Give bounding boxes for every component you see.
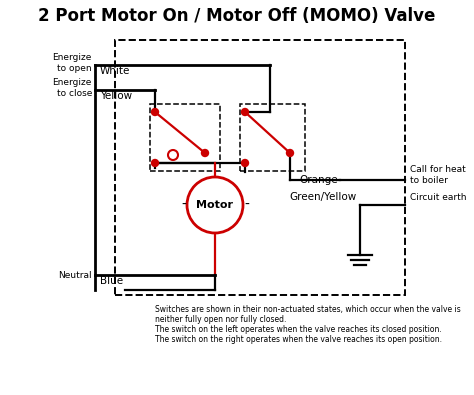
Text: -: - (244, 198, 249, 212)
Text: Motor: Motor (197, 200, 234, 210)
Text: Call for heat
to boiler: Call for heat to boiler (410, 165, 466, 185)
Circle shape (152, 109, 158, 115)
Text: neither fully open nor fully closed.: neither fully open nor fully closed. (155, 315, 286, 324)
Circle shape (201, 149, 209, 156)
Circle shape (286, 149, 293, 156)
Text: -: - (181, 198, 186, 212)
Text: Switches are shown in their non-actuated states, which occur when the valve is: Switches are shown in their non-actuated… (155, 305, 461, 314)
Circle shape (152, 160, 158, 167)
Text: White: White (100, 66, 130, 76)
Text: Circuit earth: Circuit earth (410, 193, 466, 202)
Text: Neutral: Neutral (58, 271, 92, 280)
Bar (240, 104, 305, 171)
Circle shape (187, 177, 243, 233)
Circle shape (241, 109, 248, 115)
Bar (115, 40, 405, 295)
Text: Yellow: Yellow (100, 91, 132, 101)
Circle shape (241, 160, 248, 167)
Text: Orange: Orange (300, 175, 338, 185)
Text: Energize
to close: Energize to close (53, 78, 92, 98)
Text: Blue: Blue (100, 276, 123, 286)
Text: 2 Port Motor On / Motor Off (MOMO) Valve: 2 Port Motor On / Motor Off (MOMO) Valve (38, 7, 436, 25)
Text: The switch on the right operates when the valve reaches its open position.: The switch on the right operates when th… (155, 335, 442, 344)
Bar (150, 104, 220, 171)
Text: Energize
to open: Energize to open (53, 53, 92, 73)
Circle shape (168, 150, 178, 160)
Text: Green/Yellow: Green/Yellow (290, 192, 357, 202)
Text: The switch on the left operates when the valve reaches its closed position.: The switch on the left operates when the… (155, 325, 442, 334)
